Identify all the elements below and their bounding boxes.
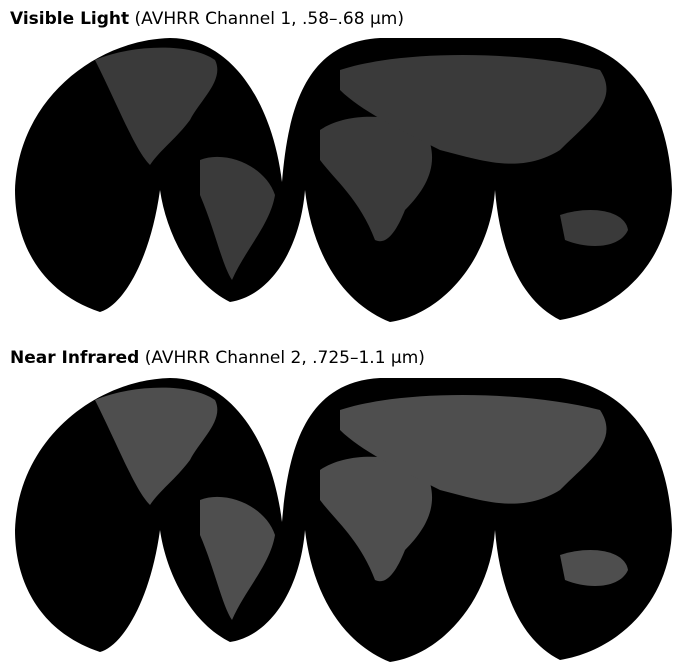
map bbox=[15, 38, 672, 322]
title-bold: Near Infrared bbox=[10, 348, 139, 368]
map bbox=[15, 378, 672, 662]
panel-title: Visible Light (AVHRR Channel 1, .58–.68 … bbox=[10, 9, 404, 29]
title-rest: (AVHRR Channel 1, .58–.68 µm) bbox=[135, 9, 404, 29]
figure: Visible Light (AVHRR Channel 1, .58–.68 … bbox=[0, 0, 685, 668]
title-rest: (AVHRR Channel 2, .725–1.1 µm) bbox=[145, 348, 425, 368]
panel-title: Near Infrared (AVHRR Channel 2, .725–1.1… bbox=[10, 348, 425, 368]
title-bold: Visible Light bbox=[10, 9, 129, 29]
